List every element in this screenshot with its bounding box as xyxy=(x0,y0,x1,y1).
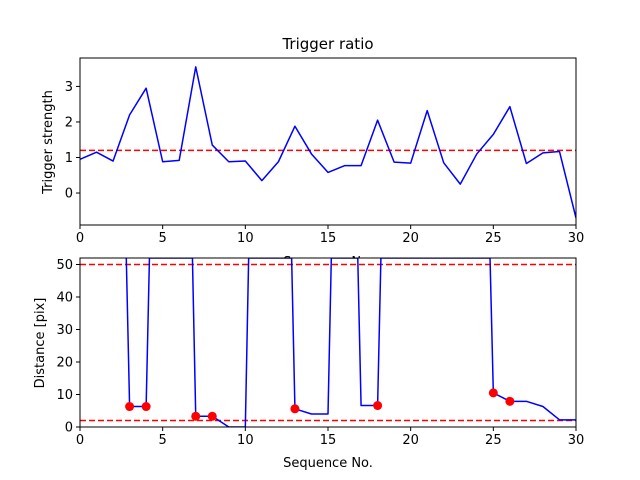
x-tick-label: 5 xyxy=(159,231,167,246)
x-tick-label: 0 xyxy=(76,433,84,448)
series-line xyxy=(80,66,576,219)
y-tick-label: 50 xyxy=(56,258,73,273)
x-tick-label: 20 xyxy=(402,231,419,246)
y-axis-label: Trigger strength xyxy=(41,90,56,195)
x-tick-label: 5 xyxy=(159,433,167,448)
y-tick-label: 10 xyxy=(56,388,73,403)
data-point-marker xyxy=(488,388,498,398)
x-tick-label: 0 xyxy=(76,231,84,246)
data-point-marker xyxy=(191,411,201,421)
y-tick-label: 3 xyxy=(65,80,73,95)
data-point-marker xyxy=(207,411,217,421)
tick-labels: 0 5 10 15 20 25 30 0 10 20 30 40 50 xyxy=(56,258,584,448)
x-tick-label: 25 xyxy=(485,433,502,448)
distance-subplot: Distance [pix] Sequence No. 0 5 10 15 20 25 30… xyxy=(33,257,584,471)
chart-title: Trigger ratio xyxy=(281,35,373,53)
x-tick-label: 10 xyxy=(237,433,254,448)
x-tick-label: 20 xyxy=(402,433,419,448)
tick-labels: 0 5 10 15 20 25 30 0 1 2 3 xyxy=(65,80,585,246)
x-tick-label: 30 xyxy=(568,231,585,246)
x-tick-label: 15 xyxy=(320,231,337,246)
data-point-marker xyxy=(125,402,135,412)
y-tick-label: 20 xyxy=(56,356,73,371)
data-point-marker xyxy=(141,402,151,412)
y-tick-label: 40 xyxy=(56,291,73,306)
x-tick-label: 10 xyxy=(237,231,254,246)
x-tick-label: 15 xyxy=(320,433,337,448)
data-point-marker xyxy=(290,404,300,414)
x-tick-label: 25 xyxy=(485,231,502,246)
y-tick-label: 0 xyxy=(65,187,73,202)
y-tick-label: 1 xyxy=(65,151,73,166)
trigger-ratio-subplot: Trigger ratio Trigger strength Sequence … xyxy=(41,35,584,270)
data-point-marker xyxy=(373,401,383,411)
x-axis-label: Sequence No. xyxy=(283,456,373,471)
y-axis-label: Distance [pix] xyxy=(33,298,48,389)
x-tick-label: 30 xyxy=(568,433,585,448)
y-tick-label: 30 xyxy=(56,323,73,338)
data-point-marker xyxy=(505,396,515,406)
y-tick-label: 0 xyxy=(65,421,73,436)
y-tick-label: 2 xyxy=(65,115,73,130)
